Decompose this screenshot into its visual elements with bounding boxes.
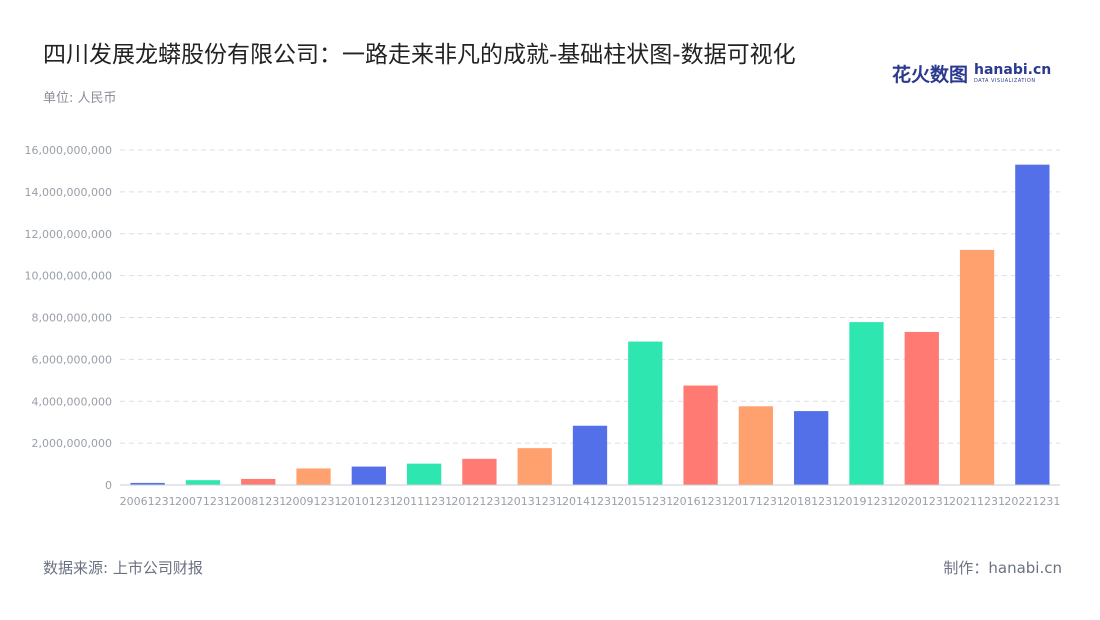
y-tick-label: 14,000,000,000 [25,186,112,199]
y-tick-label: 6,000,000,000 [32,353,112,366]
y-tick-label: 4,000,000,000 [32,395,112,408]
logo-en-block: hanabi.cn DATA VISUALIZATION [974,63,1051,84]
x-tick-label: 20071231 [175,495,231,508]
bar-20161231[interactable] [683,385,718,485]
bar-20091231[interactable] [296,468,331,485]
bar-20191231[interactable] [849,322,884,485]
x-tick-label: 20101231 [341,495,397,508]
y-tick-label: 12,000,000,000 [25,228,112,241]
bar-20071231[interactable] [185,480,221,485]
x-tick-label: 20141231 [562,495,618,508]
data-source: 数据来源: 上市公司财报 [43,559,203,577]
bars [130,164,1050,485]
x-tick-label: 20081231 [230,495,286,508]
bar-20081231[interactable] [241,478,276,485]
bar-20201231[interactable] [904,331,939,485]
x-tick-label: 20111231 [396,495,452,508]
bar-20111231[interactable] [406,463,442,485]
bar-20181231[interactable] [794,411,829,485]
x-tick-label: 20211231 [949,495,1005,508]
x-axis-ticks: 20061231 20071231 20081231 20091231 20101231… [120,495,1061,508]
x-tick-label: 20221231 [1004,495,1060,508]
maker-credit: 制作：hanabi.cn [943,559,1062,577]
y-tick-label: 0 [105,479,112,492]
logo-en-text: hanabi.cn [974,61,1052,78]
bar-20141231[interactable] [572,425,608,485]
y-axis-ticks: 0 2,000,000,000 4,000,000,000 6,000,000,000… [25,144,112,492]
logo-cn-text: 花火数图 [892,63,969,86]
bar-20221231[interactable] [1015,164,1050,485]
x-tick-label: 20151231 [617,495,673,508]
x-tick-label: 20171231 [728,495,784,508]
brand-logo: 花火数图 hanabi.cn DATA VISUALIZATION [892,58,1051,88]
unit-label: 单位: 人民币 [43,91,117,106]
logo-en-sub: DATA VISUALIZATION [974,77,1036,84]
bar-20131231[interactable] [517,448,552,485]
y-tick-label: 2,000,000,000 [32,437,112,450]
grid-lines [120,149,1060,444]
bar-20211231[interactable] [959,249,995,485]
x-tick-label: 20161231 [673,495,729,508]
chart-title: 四川发展龙蟒股份有限公司：一路走来非凡的成就-基础柱状图-数据可视化 [43,42,796,68]
y-tick-label: 8,000,000,000 [32,312,112,325]
x-tick-label: 20191231 [838,495,894,508]
bar-20101231[interactable] [351,466,386,485]
x-tick-label: 20201231 [894,495,950,508]
x-tick-label: 20181231 [783,495,839,508]
y-tick-label: 10,000,000,000 [25,270,112,283]
x-tick-label: 20121231 [451,495,507,508]
bar-20121231[interactable] [462,458,497,485]
x-tick-label: 20061231 [120,495,176,508]
y-tick-label: 16,000,000,000 [25,144,112,157]
x-tick-label: 20131231 [507,495,563,508]
bar-20151231[interactable] [628,341,663,485]
bar-20171231[interactable] [738,406,774,485]
x-tick-label: 20091231 [286,495,342,508]
bar-20061231[interactable] [130,482,165,485]
